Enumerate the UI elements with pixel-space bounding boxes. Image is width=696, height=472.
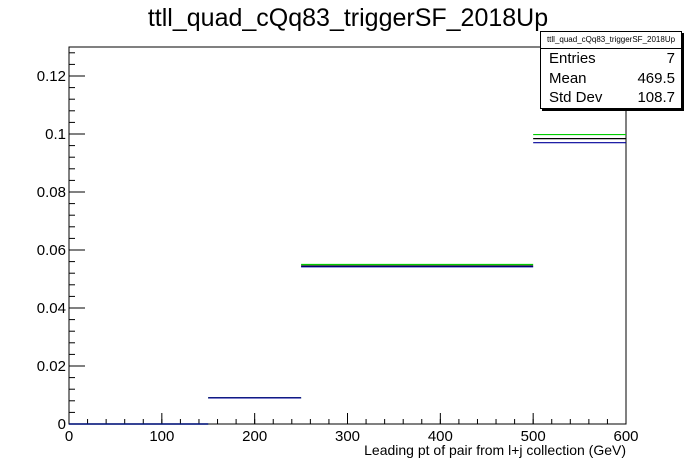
y-tick-label: 0.06 [37,242,66,259]
x-tick-label: 100 [149,428,174,445]
y-tick-label: 0 [58,416,66,433]
histogram-series [69,133,626,425]
stats-value: 469.5 [637,69,675,87]
stats-row-entries: Entries 7 [541,49,681,69]
stats-label: Entries [549,50,596,67]
y-tick-label: 0.02 [37,358,66,375]
stats-value: 108.7 [637,89,675,106]
x-tick-label: 600 [613,428,638,445]
x-tick-label: 0 [65,428,73,445]
x-tick-label: 500 [521,428,546,445]
stats-row-stddev: Std Dev 108.7 [541,88,681,108]
y-tick-label: 0.04 [37,300,66,317]
x-tick-label: 400 [428,428,453,445]
stats-row-mean: Mean 469.5 [541,69,681,89]
stats-value: 7 [666,50,675,67]
x-tick-label: 200 [242,428,267,445]
x-axis-ticks: 0 100 200 300 400 500 600 [65,413,639,445]
stats-label: Std Dev [549,89,603,106]
y-tick-label: 0.1 [45,126,66,143]
stats-label: Mean [549,69,587,87]
stats-box: ttll_quad_cQq83_triggerSF_2018Up Entries… [540,31,682,109]
stats-box-title: ttll_quad_cQq83_triggerSF_2018Up [541,32,681,49]
y-axis-ticks: 0 0.02 0.04 0.06 0.08 0.1 0.12 [37,68,85,433]
y-tick-label: 0.08 [37,184,66,201]
x-axis-label: Leading pt of pair from l+j collection (… [364,442,626,458]
chart-title: ttll_quad_cQq83_triggerSF_2018Up [147,4,549,32]
y-tick-label: 0.12 [37,68,66,85]
x-tick-label: 300 [335,428,360,445]
